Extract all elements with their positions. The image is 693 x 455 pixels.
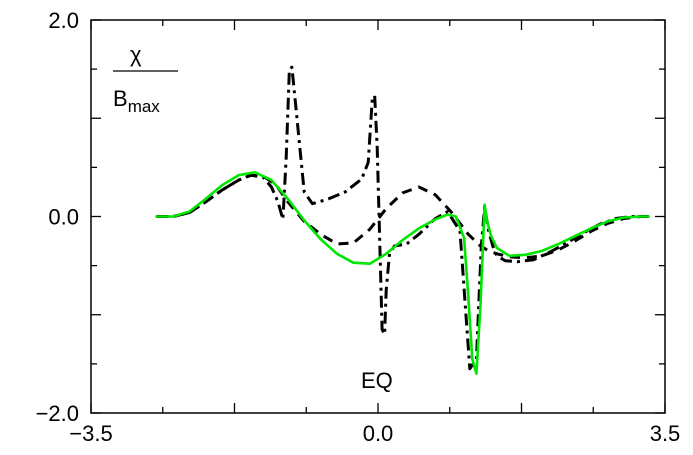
series-line-2 bbox=[156, 173, 649, 260]
series-line-3 bbox=[155, 171, 650, 375]
ylabel-numerator: χ bbox=[130, 42, 142, 67]
series-line-1 bbox=[156, 65, 649, 371]
x-tick-label: −3.5 bbox=[69, 421, 112, 446]
tick-labels: −3.5 0.0 3.5 −2.0 0.0 2.0 bbox=[36, 8, 681, 446]
tick-marks bbox=[90, 19, 666, 414]
eq-annotation: EQ bbox=[361, 368, 393, 393]
x-tick-label: 0.0 bbox=[363, 421, 394, 446]
x-tick-label: 3.5 bbox=[650, 421, 681, 446]
ylabel-denominator-sub: max bbox=[128, 97, 161, 116]
y-tick-label: −2.0 bbox=[36, 401, 79, 426]
y-tick-label: 0.0 bbox=[48, 205, 79, 230]
ylabel-denominator: Bmax bbox=[113, 86, 160, 116]
series-lines bbox=[155, 65, 650, 375]
ylabel-denominator-main: B bbox=[113, 86, 128, 111]
y-tick-label: 2.0 bbox=[48, 8, 79, 33]
